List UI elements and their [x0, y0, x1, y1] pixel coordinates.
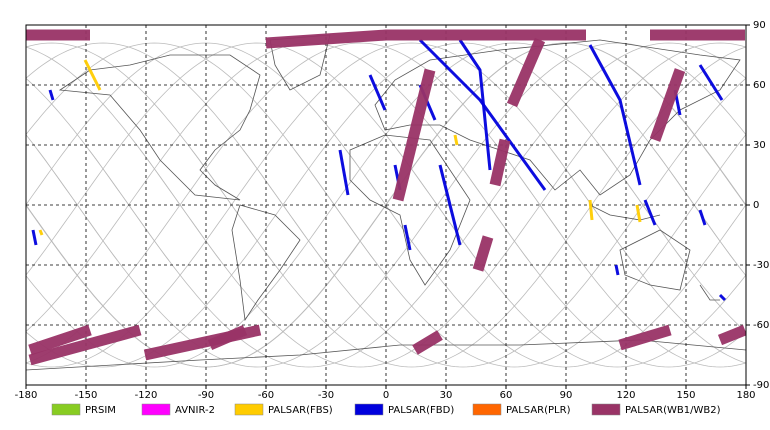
- swath: [265, 29, 586, 49]
- legend-label: PRSIM: [85, 405, 116, 416]
- orbit-track: [26, 42, 581, 364]
- x-tick-label: 180: [736, 390, 755, 401]
- y-tick-label: 30: [753, 140, 766, 151]
- x-tick-label: -120: [135, 390, 158, 401]
- legend-swatch: [51, 403, 81, 416]
- legend-label: PALSAR(WB1/WB2): [625, 405, 721, 416]
- orbit-track: [26, 42, 478, 276]
- legend-label: AVNIR-2: [175, 405, 215, 416]
- y-tick-label: 90: [753, 20, 766, 31]
- orbit-track: [26, 42, 375, 261]
- orbit-track: [448, 149, 746, 368]
- swath: [207, 324, 248, 351]
- swath: [472, 235, 494, 272]
- legend-swatch: [354, 403, 384, 416]
- swath: [28, 324, 92, 356]
- y-tick-label: -60: [753, 320, 769, 331]
- swath: [83, 59, 102, 91]
- legend-swatch: [591, 403, 621, 416]
- swath: [588, 44, 642, 186]
- swaths: [26, 29, 746, 366]
- orbit-track: [26, 42, 272, 261]
- swath: [635, 204, 642, 223]
- swath: [403, 224, 412, 251]
- swath: [368, 74, 387, 111]
- swath: [28, 324, 142, 366]
- x-tick-label: 90: [560, 390, 573, 401]
- legend-swatch: [472, 403, 502, 416]
- x-tick-label: -90: [198, 390, 214, 401]
- x-tick-label: 30: [440, 390, 453, 401]
- orbit-track: [396, 149, 746, 368]
- x-tick-label: -180: [15, 390, 38, 401]
- orbit-track: [551, 149, 746, 364]
- swath: [717, 324, 746, 346]
- swath: [418, 38, 547, 191]
- swath: [31, 229, 38, 246]
- grid: -180 -150 -120 -90 -60 -30 0 30 60 90 120 150 180-90…: [15, 20, 770, 401]
- swath: [618, 324, 672, 351]
- swath: [392, 68, 436, 202]
- orbit-track: [26, 42, 684, 368]
- y-tick-label: -30: [753, 260, 769, 271]
- swath: [438, 164, 462, 246]
- y-tick-label: 60: [753, 80, 766, 91]
- y-tick-label: 0: [753, 200, 759, 211]
- x-tick-label: 0: [383, 390, 389, 401]
- swath: [718, 293, 727, 302]
- legend-label: PALSAR(FBD): [388, 405, 454, 416]
- swath: [48, 89, 55, 101]
- legend-label: PALSAR(FBS): [268, 405, 333, 416]
- swath: [458, 39, 492, 171]
- legend: PRSIM AVNIR-2 PALSAR(FBS) PALSAR(FBD) PALSAR…: [51, 403, 721, 416]
- swath: [698, 64, 724, 101]
- swath: [588, 199, 594, 221]
- swath: [649, 68, 686, 142]
- swath: [698, 209, 707, 226]
- y-tick-label: -90: [753, 380, 769, 391]
- orbit-track: [26, 42, 324, 261]
- x-tick-label: 150: [676, 390, 695, 401]
- swath: [453, 134, 459, 146]
- plot-frame: [25, 24, 747, 386]
- x-tick-label: -60: [258, 390, 274, 401]
- swath: [412, 330, 443, 355]
- swath: [614, 264, 620, 276]
- x-tick-label: -150: [75, 390, 98, 401]
- orbit-track: [602, 149, 746, 333]
- legend-swatch: [141, 403, 171, 416]
- legend-label: PALSAR(PLR): [506, 405, 571, 416]
- x-tick-label: 60: [500, 390, 513, 401]
- orbit-track: [26, 42, 427, 261]
- orbit-track: [499, 149, 746, 368]
- orbit-track: [26, 46, 221, 261]
- legend-swatch: [234, 403, 264, 416]
- swath: [38, 229, 44, 236]
- swath: [506, 37, 546, 108]
- orbit-track: [26, 77, 170, 261]
- x-tick-label: 120: [616, 390, 635, 401]
- swath: [338, 149, 350, 196]
- swath: [643, 199, 657, 226]
- swath: [489, 138, 511, 187]
- x-tick-label: -30: [318, 390, 334, 401]
